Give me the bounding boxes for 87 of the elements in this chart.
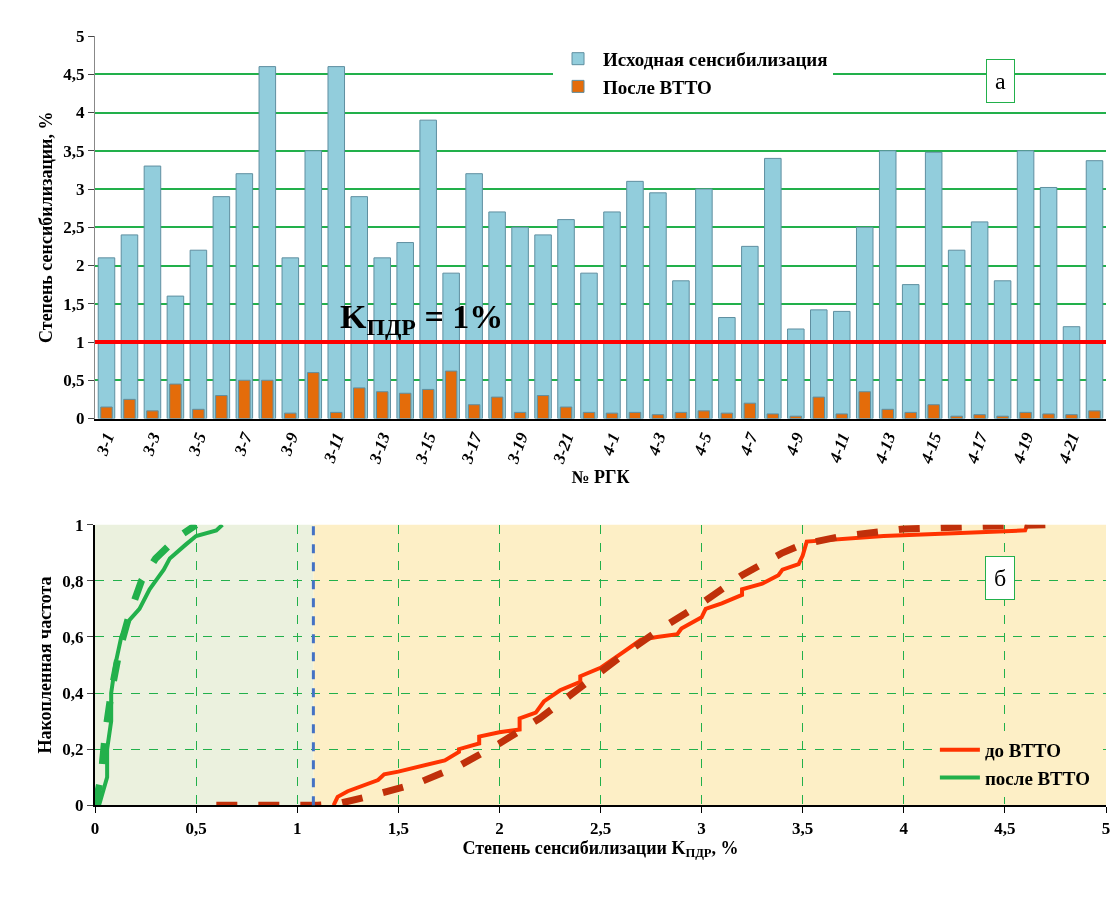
x-tick-label: 3-15 — [411, 429, 441, 467]
y-tick-label: 4 — [76, 103, 86, 123]
y-tick-label: 0,4 — [62, 684, 85, 703]
bar — [947, 249, 966, 419]
bar — [626, 180, 644, 419]
x-tick-label: 4-5 — [689, 429, 716, 459]
bar — [832, 310, 851, 419]
y-tick-label: 2 — [76, 256, 85, 276]
x-tick-label: 3-1 — [92, 430, 119, 459]
x-tick-label: 3-9 — [276, 429, 303, 459]
x-tick-label: 4-13 — [870, 429, 900, 467]
legend-label: до ВТТО — [984, 740, 1062, 762]
y-tick-label: 1 — [76, 332, 85, 352]
x-tick-label: 3-11 — [319, 430, 349, 467]
x-tick-label: 0 — [90, 818, 100, 838]
x-tick-label: 3-3 — [138, 429, 165, 459]
y-tick-label: 0,6 — [62, 627, 84, 647]
bar — [1039, 186, 1058, 419]
x-tick-label: 4-9 — [781, 429, 808, 459]
bar — [603, 211, 621, 419]
x-tick-label: 4-15 — [916, 429, 946, 467]
y-axis-title: Степень сенсибилизации, % — [35, 111, 56, 343]
legend-label: после ВТТО — [984, 767, 1090, 789]
x-tick-label: 3-19 — [502, 429, 532, 467]
bar — [901, 284, 920, 419]
bar — [718, 317, 736, 419]
annotation: б — [994, 565, 1007, 591]
bar — [97, 257, 116, 419]
x-tick-label: 4-19 — [1008, 429, 1038, 467]
x-tick-label: 4-3 — [643, 429, 670, 459]
y-tick-label: 5 — [76, 26, 85, 46]
y-tick-label: 3,5 — [63, 141, 85, 161]
x-tick-label: 3-7 — [230, 428, 257, 459]
x-tick-label: 1,5 — [387, 818, 409, 838]
y-tick-label: 0,8 — [62, 571, 84, 591]
x-tick-label: 4,5 — [994, 818, 1016, 838]
bar — [1085, 160, 1104, 419]
annotation: а — [995, 68, 1006, 94]
y-tick-label: 3 — [76, 179, 85, 199]
x-tick-label: 3-5 — [184, 429, 211, 459]
bar — [787, 328, 805, 419]
y-tick-label: 1,5 — [63, 294, 85, 314]
bar — [970, 221, 989, 419]
bar — [878, 150, 897, 419]
y-axis-title: Накопленная частота — [35, 576, 56, 754]
x-tick-label: 3 — [697, 818, 706, 838]
x-tick-label: 3-13 — [365, 429, 395, 467]
x-tick-label: 4-11 — [824, 430, 854, 467]
bar — [281, 257, 300, 419]
y-tick-label: 0,2 — [62, 740, 84, 760]
x-tick-label: 4-21 — [1054, 430, 1084, 467]
x-tick-label: 1 — [292, 818, 302, 838]
bar — [189, 249, 208, 419]
x-axis-title: Степень сенсибилизации K$_{ПДР}$, % — [462, 837, 739, 861]
x-tick-label: 3,5 — [792, 818, 814, 838]
bar — [649, 192, 667, 419]
x-tick-label: 4-7 — [735, 428, 763, 459]
x-tick-label: 0,5 — [185, 818, 207, 838]
bar — [511, 226, 529, 419]
x-tick-label: 4-1 — [597, 430, 624, 459]
bar — [924, 151, 943, 419]
x-tick-label: 2 — [495, 818, 504, 838]
y-tick-label: 2,5 — [63, 218, 85, 238]
y-tick-label: 0 — [76, 409, 85, 429]
bar — [695, 188, 713, 419]
bar — [993, 280, 1012, 419]
legend-label: После ВТТО — [603, 76, 712, 98]
bar — [557, 219, 575, 419]
y-tick-label: 0,5 — [63, 371, 85, 391]
bar — [580, 272, 598, 419]
x-tick-label: 5 — [1101, 818, 1111, 838]
x-tick-label: 3-21 — [548, 430, 578, 467]
x-tick-label: 3-17 — [457, 428, 487, 467]
x-tick-label: 4-17 — [962, 428, 992, 467]
bar — [143, 165, 162, 419]
x-axis-title: № РГК — [571, 466, 630, 487]
y-tick-label: 4,5 — [63, 65, 85, 85]
x-tick-label: 4 — [899, 818, 909, 838]
x-tick-label: 2,5 — [589, 818, 612, 838]
bar — [1062, 326, 1081, 419]
ref-line-label: K$_{ПДР}$ = 1% — [340, 298, 504, 341]
y-tick-label: 1 — [75, 515, 84, 535]
bar — [764, 157, 782, 419]
y-tick-label: 0 — [75, 796, 84, 816]
bar — [1016, 150, 1035, 419]
bar — [672, 280, 690, 419]
legend-label: Исходная сенсибилизация — [603, 49, 828, 71]
